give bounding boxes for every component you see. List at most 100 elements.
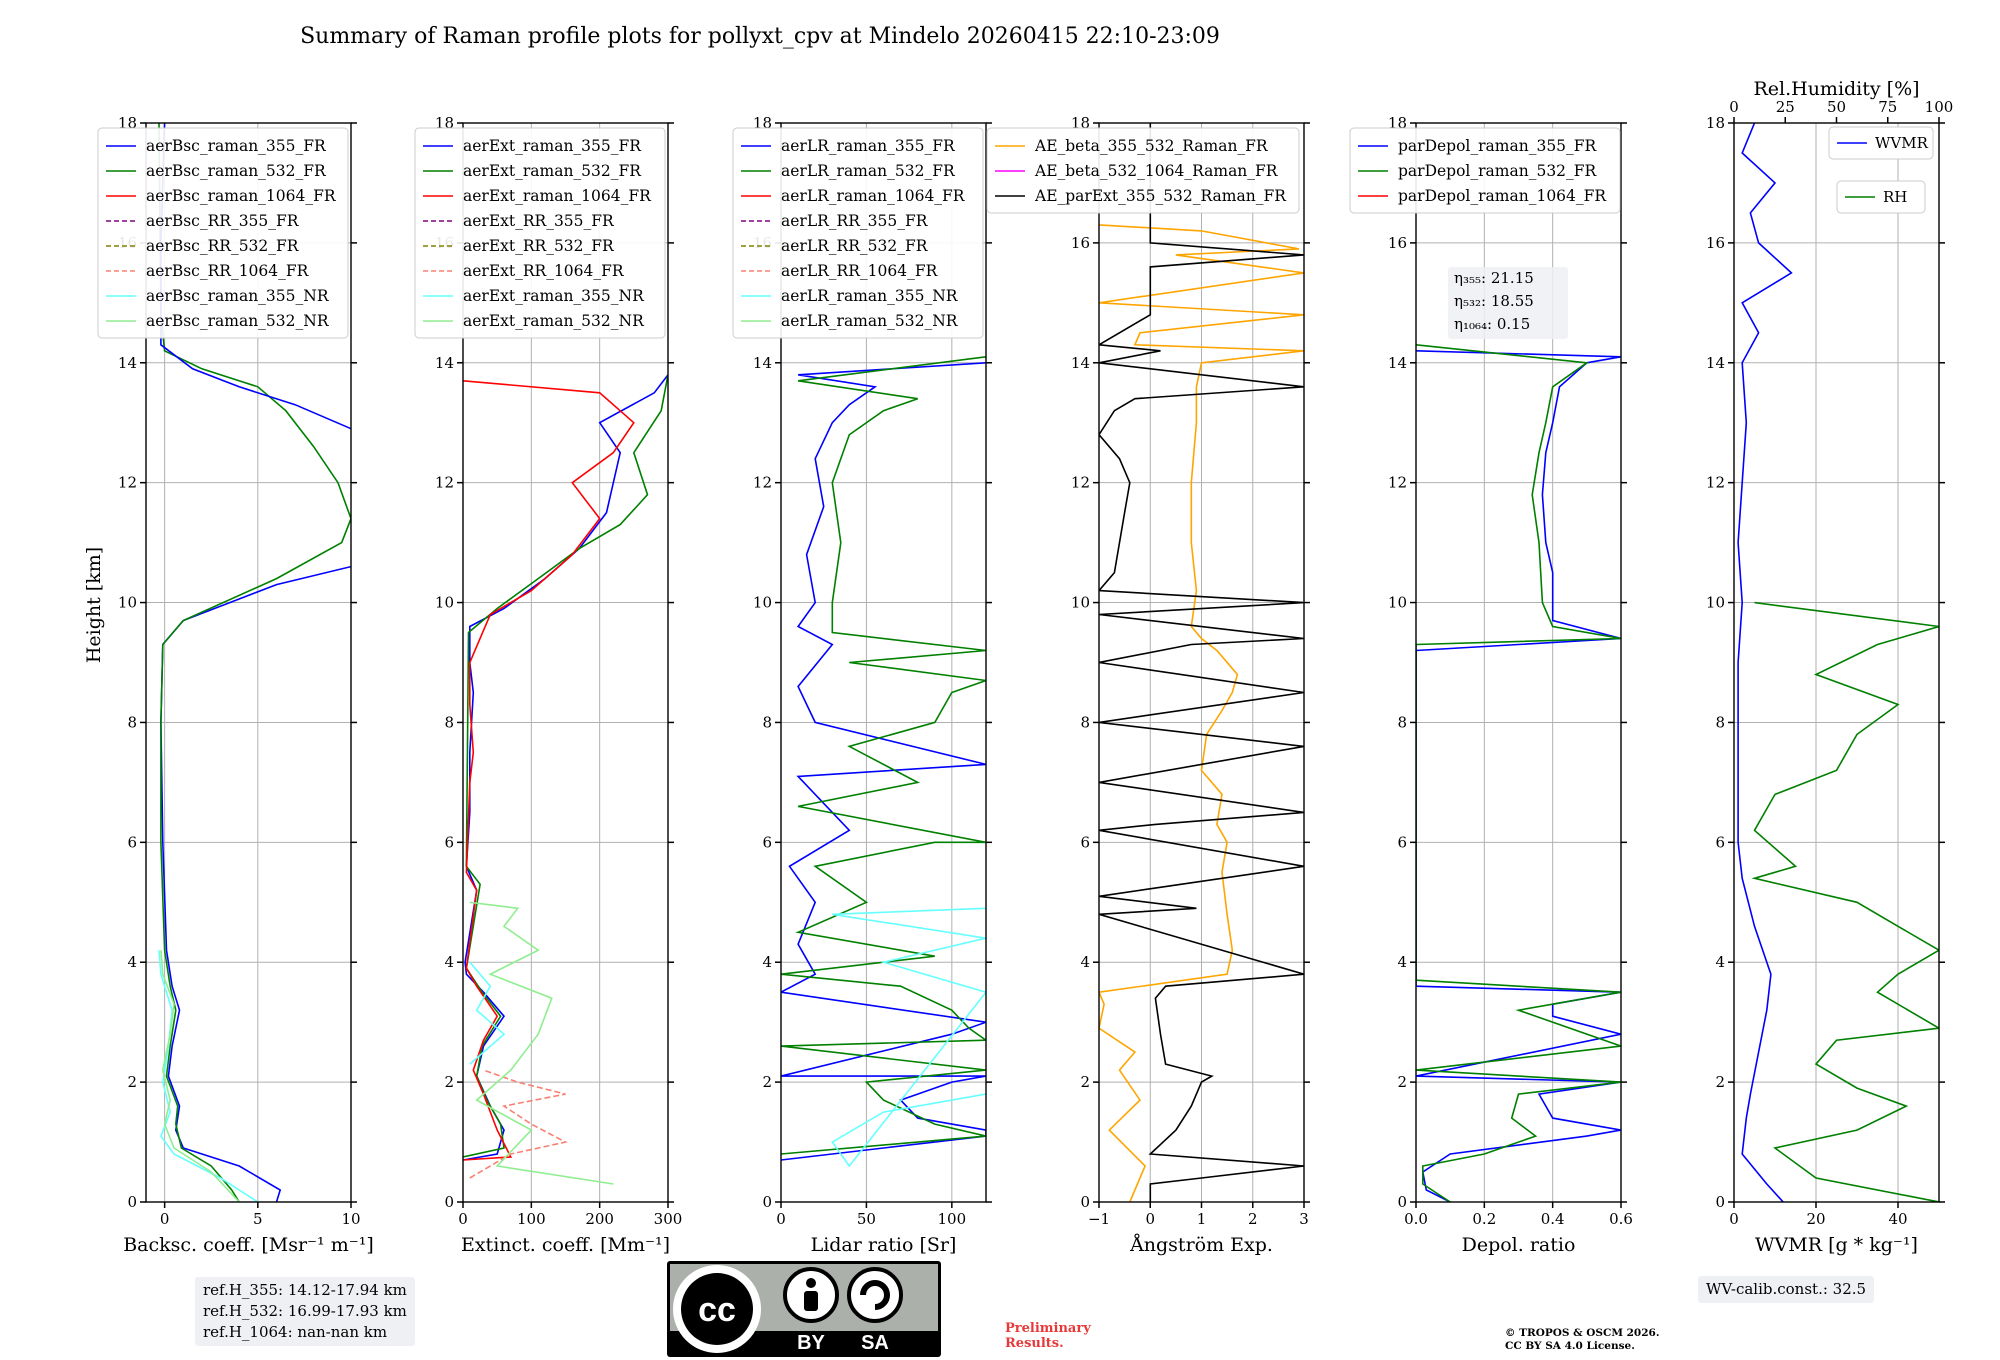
x-axis-label: Extinct. coeff. [Mm⁻¹] — [461, 1234, 670, 1256]
y-tick-label: 6 — [762, 833, 772, 851]
legend-entry: AE_beta_532_1064_Raman_FR — [1034, 162, 1279, 180]
y-tick-label: 14 — [753, 354, 772, 372]
series-line-aerLR_raman_355_NR — [831, 907, 986, 1168]
panels: 0246810121416180510Backsc. coeff. [Msr⁻¹… — [97, 78, 1953, 1256]
series-group — [463, 374, 668, 1185]
y-tick-label: 14 — [1706, 354, 1725, 372]
top-x-tick-label: 100 — [1925, 98, 1954, 116]
x-tick-label: 0.4 — [1541, 1210, 1565, 1228]
y-tick-label: 2 — [1715, 1073, 1725, 1091]
legend-box — [414, 127, 666, 339]
legend-entry: parDepol_raman_1064_FR — [1398, 187, 1607, 205]
y-tick-label: 4 — [1397, 953, 1407, 971]
series-line-aerExt_raman_355_NR — [469, 961, 506, 1065]
series-line-WVMR — [1737, 123, 1793, 1202]
top-x-tick-label: 50 — [1827, 98, 1846, 116]
x-tick-label: 2 — [1248, 1210, 1258, 1228]
series-line-aerExt_raman_532_FR — [463, 374, 668, 1158]
by-label: BY — [797, 1332, 825, 1354]
legend-entry: aerBsc_raman_355_NR — [146, 287, 330, 305]
y-tick-label: 2 — [1080, 1073, 1090, 1091]
eta-annotation: η₃₅₅: 21.15 — [1454, 269, 1534, 287]
series-line-parDepol_raman_355_FR — [1416, 350, 1621, 1202]
legend-box — [732, 127, 984, 339]
legend-entry: aerExt_RR_355_FR — [463, 212, 615, 230]
series-line-aerLR_raman_532_FR — [781, 356, 986, 1155]
y-tick-label: 12 — [1706, 474, 1725, 492]
x-tick-label: 0 — [776, 1210, 786, 1228]
panel-frame — [780, 122, 987, 1203]
eta-annotation-box — [1448, 267, 1568, 339]
sa-label: SA — [861, 1332, 889, 1354]
sa-arrow-icon — [860, 1280, 890, 1310]
legend-box — [1349, 127, 1621, 214]
y-tick-label: 0 — [1715, 1193, 1725, 1211]
y-tick-label: 8 — [762, 713, 772, 731]
y-tick-label: 10 — [1706, 594, 1725, 612]
x-axis-label: Lidar ratio [Sr] — [811, 1234, 957, 1256]
series-group — [781, 356, 986, 1168]
legend-entry: aerBsc_RR_355_FR — [146, 212, 300, 230]
y-tick-label: 14 — [435, 354, 454, 372]
series-line-parDepol_raman_532_FR — [1416, 344, 1621, 1202]
series-line-AE_beta_355_532_Raman_FR — [1099, 224, 1304, 1202]
series-line-RH — [1751, 601, 1939, 1202]
legend-entry: AE_beta_355_532_Raman_FR — [1034, 137, 1269, 155]
top-x-tick-label: 75 — [1878, 98, 1897, 116]
x-tick-label: 0 — [1145, 1210, 1155, 1228]
series-line-aerExt_raman_532_NR — [469, 901, 614, 1185]
x-axis-label: WVMR [g * kg⁻¹] — [1755, 1234, 1918, 1256]
legend-entry: aerBsc_raman_355_FR — [146, 137, 327, 155]
y-tick-label: 14 — [118, 354, 137, 372]
cc-circle-inner — [681, 1273, 753, 1345]
x-tick-label: 0.0 — [1404, 1210, 1428, 1228]
y-tick-label: 16 — [1706, 234, 1725, 252]
y-tick-label: 14 — [1071, 354, 1090, 372]
series-line-AE_parExt_355_532_Raman_FR — [1099, 123, 1304, 1202]
y-tick-label: 12 — [118, 474, 137, 492]
y-tick-label: 4 — [444, 953, 454, 971]
legend-entry: aerExt_raman_355_NR — [463, 287, 645, 305]
y-tick-label: 2 — [1397, 1073, 1407, 1091]
legend-box — [986, 127, 1300, 214]
legend-entry: aerBsc_RR_1064_FR — [146, 262, 310, 280]
legend-entry: aerExt_RR_1064_FR — [463, 262, 625, 280]
legend-entry: parDepol_raman_532_FR — [1398, 162, 1598, 180]
preliminary-results-note: Preliminary Results. — [1005, 1321, 1091, 1351]
top-x-tick-label: 25 — [1776, 98, 1795, 116]
legend-entry: parDepol_raman_355_FR — [1398, 137, 1598, 155]
y-tick-label: 6 — [1397, 833, 1407, 851]
series-line-aerExt_raman_1064_FR — [463, 380, 635, 1161]
legend-entry: aerExt_raman_532_FR — [463, 162, 642, 180]
series-group — [158, 123, 351, 1202]
legend-entry: RH — [1883, 188, 1907, 206]
series-line-aerExt_RR_1064_FR — [469, 1069, 568, 1179]
by-person-body — [804, 1291, 818, 1311]
legend-entry: aerLR_raman_355_FR — [781, 137, 956, 155]
y-tick-label: 16 — [1388, 234, 1407, 252]
copyright-note: © TROPOS & OSCM 2026. CC BY SA 4.0 Licen… — [1505, 1327, 1765, 1353]
figure-title: Summary of Raman profile plots for polly… — [300, 24, 1220, 49]
x-tick-label: 0 — [458, 1210, 468, 1228]
legend-entry: aerLR_raman_1064_FR — [781, 187, 966, 205]
y-tick-label: 12 — [753, 474, 772, 492]
by-person-head — [806, 1278, 816, 1288]
panel-ext: 0246810121416180100200300Extinct. coeff.… — [414, 114, 682, 1256]
y-tick-label: 10 — [118, 594, 137, 612]
x-tick-label: −1 — [1088, 1210, 1110, 1228]
legend-entry: WVMR — [1875, 134, 1929, 152]
y-tick-label: 0 — [444, 1193, 454, 1211]
panel-bsc: 0246810121416180510Backsc. coeff. [Msr⁻¹… — [97, 114, 374, 1256]
y-tick-label: 14 — [1388, 354, 1407, 372]
legend-box — [1828, 126, 1934, 160]
eta-annotation: η₅₃₂: 18.55 — [1454, 292, 1534, 310]
reference-height-box: ref.H_355: 14.12-17.94 km ref.H_532: 16.… — [195, 1277, 415, 1346]
legend-entry: aerExt_raman_1064_FR — [463, 187, 652, 205]
panel-frame — [462, 122, 669, 1203]
legend-entry: aerBsc_raman_1064_FR — [146, 187, 337, 205]
x-tick-label: 10 — [341, 1210, 360, 1228]
y-tick-label: 2 — [762, 1073, 772, 1091]
y-tick-label: 12 — [1388, 474, 1407, 492]
